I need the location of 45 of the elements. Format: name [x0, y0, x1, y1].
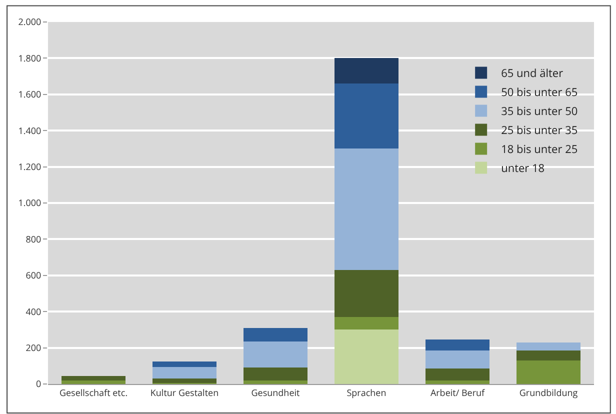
y-tick-label: 400: [26, 304, 42, 318]
bar: [244, 328, 308, 342]
bar: [62, 376, 126, 380]
y-tick-label: 800: [26, 232, 42, 246]
y-tick-label: 0: [36, 377, 42, 390]
bar: [152, 366, 216, 379]
bar: [152, 378, 216, 384]
legend-label: 50 bis unter 65: [501, 84, 578, 100]
bar: [244, 341, 308, 368]
y-tick-label: 1.000: [18, 196, 42, 210]
y-tick-label: 600: [26, 268, 42, 282]
bar: [62, 380, 126, 384]
x-tick-label: Arbeit/ Beruf: [430, 386, 486, 399]
bar: [334, 330, 398, 384]
bar: [334, 148, 398, 270]
bar: [334, 270, 398, 318]
bar: [334, 317, 398, 330]
bar: [426, 350, 490, 369]
bar: [334, 84, 398, 149]
y-tick-label: 1.600: [18, 88, 42, 101]
bar: [244, 380, 308, 384]
legend-label: unter 18: [501, 160, 545, 176]
y-tick-label: 2.000: [18, 15, 42, 28]
y-tick-label: 1.800: [18, 51, 42, 64]
bar: [426, 380, 490, 384]
bar: [426, 368, 490, 380]
y-tick-label: 1.200: [18, 160, 42, 173]
bar: [516, 360, 580, 384]
bar: [334, 58, 398, 84]
bar: [244, 368, 308, 380]
bar: [516, 342, 580, 351]
x-tick-label: Kultur Gestalten: [150, 386, 219, 399]
legend-label: 65 und älter: [501, 66, 564, 81]
x-tick-label: Gesellschaft etc.: [59, 386, 128, 399]
legend-label: 25 bis unter 35: [501, 122, 578, 138]
bar: [516, 350, 580, 360]
bar: [152, 361, 216, 367]
legend-label: 35 bis unter 50: [501, 104, 578, 119]
bar: [426, 340, 490, 351]
y-tick-label: 200: [26, 340, 42, 354]
y-tick-label: 1.400: [18, 124, 42, 137]
x-tick-label: Gesundheit: [251, 386, 300, 399]
x-tick-label: Grundbildung: [519, 386, 578, 399]
legend-label: 18 bis unter 25: [501, 142, 578, 157]
x-tick-label: Sprachen: [346, 386, 386, 399]
